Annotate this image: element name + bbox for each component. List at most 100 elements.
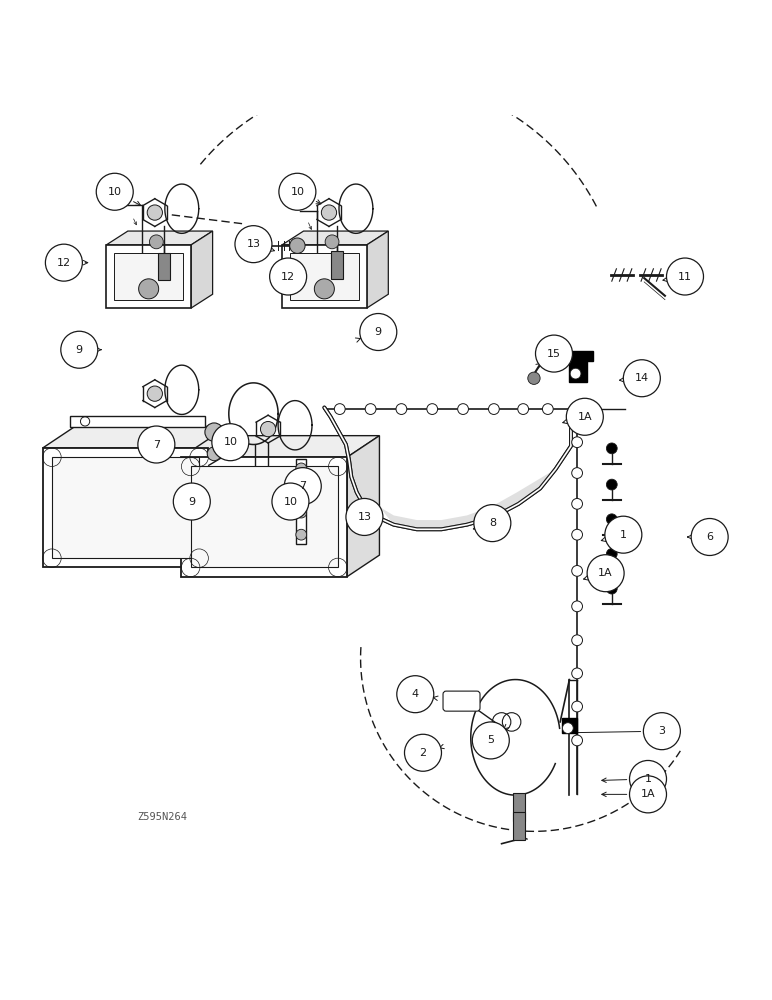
Polygon shape bbox=[562, 718, 577, 733]
Bar bbox=[290, 253, 359, 300]
Circle shape bbox=[604, 516, 642, 553]
Text: 10: 10 bbox=[223, 437, 237, 447]
Circle shape bbox=[207, 447, 221, 461]
Circle shape bbox=[272, 483, 309, 520]
Polygon shape bbox=[513, 812, 526, 840]
Text: 6: 6 bbox=[706, 532, 713, 542]
Circle shape bbox=[279, 173, 316, 210]
Polygon shape bbox=[208, 426, 241, 567]
Circle shape bbox=[572, 498, 583, 509]
Text: 2: 2 bbox=[419, 748, 427, 758]
Circle shape bbox=[543, 404, 554, 414]
Circle shape bbox=[405, 734, 442, 771]
Circle shape bbox=[296, 507, 306, 518]
Polygon shape bbox=[158, 253, 171, 280]
Circle shape bbox=[606, 514, 617, 525]
Circle shape bbox=[235, 226, 272, 263]
Polygon shape bbox=[564, 351, 593, 361]
Circle shape bbox=[360, 314, 397, 351]
Circle shape bbox=[173, 483, 210, 520]
Text: 4: 4 bbox=[411, 689, 419, 699]
Text: 13: 13 bbox=[246, 239, 260, 249]
Bar bbox=[107, 245, 191, 308]
Circle shape bbox=[572, 668, 583, 679]
Circle shape bbox=[571, 368, 581, 379]
Polygon shape bbox=[42, 426, 241, 448]
Text: 3: 3 bbox=[659, 726, 665, 736]
Bar bbox=[181, 457, 347, 577]
Circle shape bbox=[572, 468, 583, 478]
Circle shape bbox=[572, 566, 583, 576]
Polygon shape bbox=[330, 251, 343, 279]
Text: 12: 12 bbox=[281, 272, 295, 282]
Bar bbox=[296, 459, 306, 544]
Circle shape bbox=[606, 583, 617, 594]
Bar bbox=[114, 253, 183, 300]
Circle shape bbox=[623, 360, 660, 397]
Circle shape bbox=[629, 776, 666, 813]
Text: 1: 1 bbox=[620, 530, 627, 540]
Circle shape bbox=[61, 331, 98, 368]
Circle shape bbox=[587, 555, 624, 592]
Circle shape bbox=[572, 735, 583, 746]
Circle shape bbox=[606, 479, 617, 490]
Text: 10: 10 bbox=[290, 187, 304, 197]
Circle shape bbox=[290, 238, 305, 253]
Text: 1A: 1A bbox=[598, 568, 613, 578]
Circle shape bbox=[572, 601, 583, 612]
Polygon shape bbox=[367, 231, 388, 308]
Circle shape bbox=[489, 404, 499, 414]
Circle shape bbox=[572, 529, 583, 540]
Circle shape bbox=[396, 404, 407, 414]
Circle shape bbox=[472, 722, 510, 759]
Text: 7: 7 bbox=[153, 440, 160, 450]
Circle shape bbox=[260, 421, 276, 437]
Circle shape bbox=[365, 404, 376, 414]
Polygon shape bbox=[513, 793, 526, 821]
Text: 8: 8 bbox=[489, 518, 496, 528]
Circle shape bbox=[147, 386, 162, 401]
Polygon shape bbox=[282, 231, 388, 245]
Text: 9: 9 bbox=[374, 327, 382, 337]
Text: 14: 14 bbox=[635, 373, 649, 383]
Text: 7: 7 bbox=[300, 481, 306, 491]
Bar bbox=[69, 416, 205, 427]
Circle shape bbox=[150, 235, 164, 249]
Circle shape bbox=[572, 437, 583, 448]
Circle shape bbox=[138, 426, 174, 463]
Circle shape bbox=[139, 279, 159, 299]
Circle shape bbox=[334, 404, 345, 414]
Circle shape bbox=[46, 244, 83, 281]
Circle shape bbox=[296, 485, 306, 496]
Circle shape bbox=[346, 498, 383, 535]
Text: 9: 9 bbox=[188, 497, 195, 507]
Text: 10: 10 bbox=[108, 187, 122, 197]
Polygon shape bbox=[347, 436, 380, 577]
Polygon shape bbox=[369, 469, 556, 529]
Circle shape bbox=[629, 760, 666, 797]
Circle shape bbox=[691, 518, 728, 555]
Text: Z595N264: Z595N264 bbox=[137, 812, 188, 822]
Circle shape bbox=[397, 676, 434, 713]
Circle shape bbox=[606, 443, 617, 454]
Circle shape bbox=[212, 424, 249, 461]
Circle shape bbox=[269, 258, 306, 295]
Circle shape bbox=[572, 635, 583, 646]
Bar bbox=[42, 448, 208, 567]
Text: 9: 9 bbox=[76, 345, 83, 355]
Circle shape bbox=[205, 423, 223, 441]
Circle shape bbox=[458, 404, 469, 414]
Text: 10: 10 bbox=[283, 497, 297, 507]
Text: 12: 12 bbox=[57, 258, 71, 268]
Text: 15: 15 bbox=[547, 349, 561, 359]
Circle shape bbox=[321, 205, 337, 220]
Circle shape bbox=[643, 713, 680, 750]
Circle shape bbox=[147, 205, 162, 220]
Circle shape bbox=[563, 723, 574, 733]
Bar bbox=[191, 466, 338, 567]
Circle shape bbox=[536, 335, 573, 372]
Circle shape bbox=[572, 701, 583, 712]
Polygon shape bbox=[181, 436, 380, 457]
Circle shape bbox=[666, 258, 703, 295]
Polygon shape bbox=[107, 231, 212, 245]
